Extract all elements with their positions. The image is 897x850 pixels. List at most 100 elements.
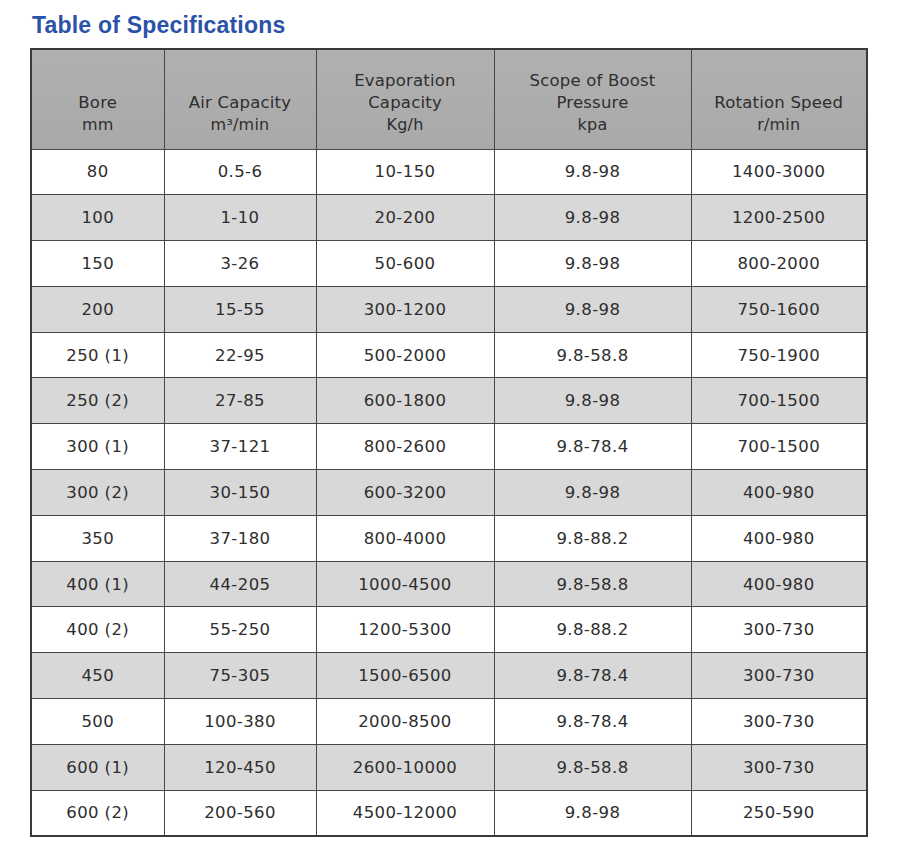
table-cell: 300-730 (691, 744, 867, 790)
table-cell: 22-95 (164, 332, 316, 378)
table-cell: 1400-3000 (691, 149, 867, 195)
table-cell: 100 (31, 195, 164, 241)
column-unit: kpa (499, 114, 687, 135)
column-header-0: Boremm (31, 49, 164, 149)
table-cell: 300-730 (691, 653, 867, 699)
table-row: 250 (1)22-95500-20009.8-58.8750-1900 (31, 332, 867, 378)
table-cell: 0.5-6 (164, 149, 316, 195)
table-cell: 200 (31, 286, 164, 332)
column-unit: mm (36, 114, 160, 135)
table-cell: 600 (1) (31, 744, 164, 790)
table-row: 250 (2)27-85600-18009.8-98700-1500 (31, 378, 867, 424)
table-cell: 600-3200 (316, 470, 494, 516)
table-cell: 250 (2) (31, 378, 164, 424)
table-cell: 100-380 (164, 699, 316, 745)
table-cell: 700-1500 (691, 378, 867, 424)
table-body: 800.5-610-1509.8-981400-30001001-1020-20… (31, 149, 867, 836)
table-cell: 10-150 (316, 149, 494, 195)
table-header: BoremmAir Capacitym³/minEvaporation Capa… (31, 49, 867, 149)
table-cell: 9.8-98 (494, 378, 691, 424)
table-cell: 9.8-98 (494, 195, 691, 241)
table-cell: 700-1500 (691, 424, 867, 470)
table-cell: 250-590 (691, 790, 867, 836)
page-container: Table of Specifications BoremmAir Capaci… (0, 0, 897, 837)
table-row: 300 (1)37-121800-26009.8-78.4700-1500 (31, 424, 867, 470)
table-cell: 9.8-58.8 (494, 561, 691, 607)
table-cell: 44-205 (164, 561, 316, 607)
table-cell: 9.8-58.8 (494, 744, 691, 790)
table-cell: 80 (31, 149, 164, 195)
table-cell: 800-2000 (691, 241, 867, 287)
table-cell: 4500-12000 (316, 790, 494, 836)
table-cell: 9.8-98 (494, 149, 691, 195)
column-header-3: Scope of Boost Pressurekpa (494, 49, 691, 149)
table-cell: 300 (2) (31, 470, 164, 516)
table-row: 500100-3802000-85009.8-78.4300-730 (31, 699, 867, 745)
column-header-2: Evaporation CapacityKg/h (316, 49, 494, 149)
table-cell: 9.8-78.4 (494, 653, 691, 699)
column-header-1: Air Capacitym³/min (164, 49, 316, 149)
table-cell: 9.8-98 (494, 241, 691, 287)
table-cell: 55-250 (164, 607, 316, 653)
table-cell: 9.8-98 (494, 470, 691, 516)
page-title: Table of Specifications (32, 12, 897, 39)
table-cell: 450 (31, 653, 164, 699)
table-cell: 37-121 (164, 424, 316, 470)
table-cell: 3-26 (164, 241, 316, 287)
table-row: 1001-1020-2009.8-981200-2500 (31, 195, 867, 241)
table-row: 35037-180800-40009.8-88.2400-980 (31, 515, 867, 561)
table-cell: 9.8-88.2 (494, 515, 691, 561)
table-cell: 37-180 (164, 515, 316, 561)
table-cell: 2600-10000 (316, 744, 494, 790)
table-cell: 300-730 (691, 607, 867, 653)
specifications-table: BoremmAir Capacitym³/minEvaporation Capa… (30, 48, 868, 837)
table-cell: 400-980 (691, 515, 867, 561)
column-label: Rotation Speed (696, 92, 863, 114)
table-cell: 800-2600 (316, 424, 494, 470)
table-cell: 9.8-98 (494, 790, 691, 836)
table-cell: 1200-2500 (691, 195, 867, 241)
table-cell: 250 (1) (31, 332, 164, 378)
table-cell: 600-1800 (316, 378, 494, 424)
table-cell: 300 (1) (31, 424, 164, 470)
table-row: 600 (2)200-5604500-120009.8-98250-590 (31, 790, 867, 836)
table-cell: 27-85 (164, 378, 316, 424)
table-cell: 30-150 (164, 470, 316, 516)
table-cell: 750-1600 (691, 286, 867, 332)
table-cell: 600 (2) (31, 790, 164, 836)
table-row: 800.5-610-1509.8-981400-3000 (31, 149, 867, 195)
column-unit: m³/min (169, 114, 312, 135)
table-cell: 150 (31, 241, 164, 287)
table-cell: 20-200 (316, 195, 494, 241)
column-label: Air Capacity (169, 92, 312, 114)
table-row: 400 (2)55-2501200-53009.8-88.2300-730 (31, 607, 867, 653)
table-row: 20015-55300-12009.8-98750-1600 (31, 286, 867, 332)
table-cell: 9.8-88.2 (494, 607, 691, 653)
table-cell: 400-980 (691, 470, 867, 516)
table-cell: 300-1200 (316, 286, 494, 332)
table-cell: 500 (31, 699, 164, 745)
column-unit: r/min (696, 114, 863, 135)
column-unit: Kg/h (321, 114, 490, 135)
table-cell: 300-730 (691, 699, 867, 745)
table-cell: 2000-8500 (316, 699, 494, 745)
table-cell: 200-560 (164, 790, 316, 836)
table-row: 600 (1)120-4502600-100009.8-58.8300-730 (31, 744, 867, 790)
table-cell: 350 (31, 515, 164, 561)
table-cell: 9.8-98 (494, 286, 691, 332)
table-row: 1503-2650-6009.8-98800-2000 (31, 241, 867, 287)
table-row: 300 (2)30-150600-32009.8-98400-980 (31, 470, 867, 516)
table-cell: 750-1900 (691, 332, 867, 378)
table-cell: 1-10 (164, 195, 316, 241)
table-cell: 15-55 (164, 286, 316, 332)
column-header-4: Rotation Speedr/min (691, 49, 867, 149)
header-row: BoremmAir Capacitym³/minEvaporation Capa… (31, 49, 867, 149)
column-label: Bore (36, 92, 160, 114)
table-cell: 400-980 (691, 561, 867, 607)
table-row: 400 (1)44-2051000-45009.8-58.8400-980 (31, 561, 867, 607)
table-cell: 1000-4500 (316, 561, 494, 607)
table-cell: 75-305 (164, 653, 316, 699)
table-cell: 400 (2) (31, 607, 164, 653)
table-cell: 9.8-78.4 (494, 699, 691, 745)
table-row: 45075-3051500-65009.8-78.4300-730 (31, 653, 867, 699)
